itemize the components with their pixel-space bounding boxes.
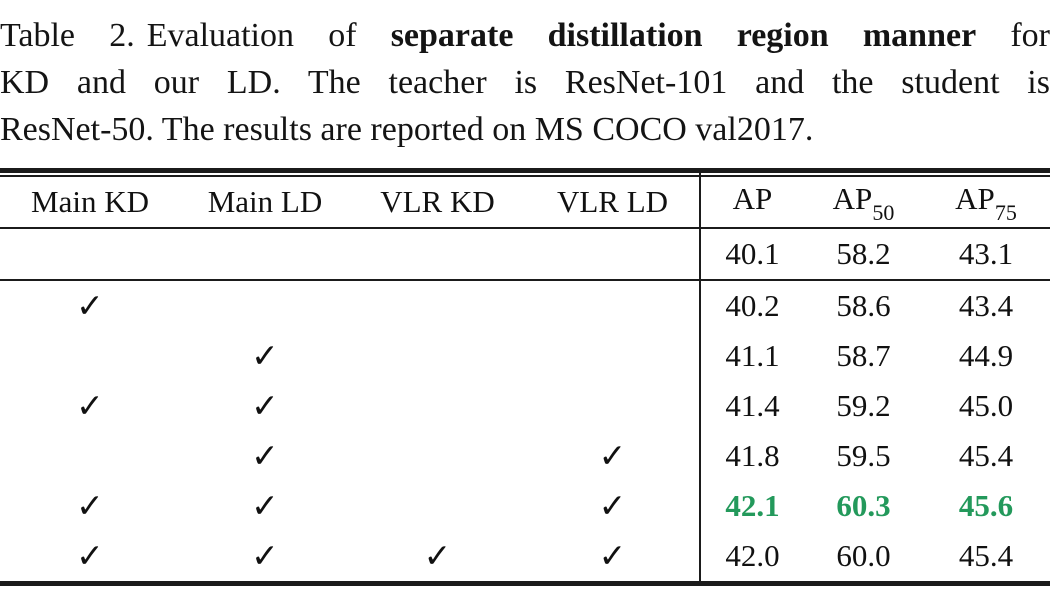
metric-value: 45.4 — [958, 438, 1014, 473]
top-rule-thin — [0, 175, 1050, 177]
caption-line-2: KD and our LD. The teacher is ResNet-101… — [0, 64, 1050, 101]
results-table: Main KD Main LD VLR KD VLR LD AP AP50 AP… — [0, 168, 1050, 586]
header-rule — [0, 227, 1050, 229]
metric-value: 45.0 — [958, 388, 1014, 423]
table-row: ✓ ✓ 41.4 59.2 45.0 — [0, 381, 1050, 431]
table-row: ✓ ✓ ✓ ✓ 42.0 60.0 45.4 — [0, 531, 1050, 581]
metric-value: 41.8 — [725, 438, 780, 473]
metric-value: 60.0 — [836, 538, 891, 573]
checkmark-icon: ✓ — [251, 539, 279, 575]
table-row: ✓ 41.1 58.7 44.9 — [0, 331, 1050, 381]
checkmark-icon: ✓ — [423, 539, 452, 575]
metric-value: 40.1 — [725, 236, 780, 271]
checkmark-icon: ✓ — [76, 489, 104, 525]
metric-value: 43.4 — [958, 288, 1014, 323]
checkmark-icon: ✓ — [76, 389, 104, 425]
checkmark-icon: ✓ — [76, 539, 104, 575]
table-row: ✓ 40.2 58.6 43.4 — [0, 281, 1050, 331]
col-header-vlr-ld: VLR LD — [556, 184, 669, 219]
caption-table-label: Table 2. — [0, 17, 135, 54]
metric-value: 42.0 — [725, 538, 780, 573]
metric-value: 41.1 — [725, 338, 780, 373]
checkmark-icon: ✓ — [251, 339, 279, 375]
metric-value: 59.5 — [836, 438, 891, 473]
caption-line-3: ResNet-50. The results are reported on M… — [0, 111, 814, 148]
table-row: ✓ ✓ 41.8 59.5 45.4 — [0, 431, 1050, 481]
baseline-rule — [0, 279, 1050, 281]
top-rule-thick — [0, 168, 1050, 173]
metric-value: 59.2 — [836, 388, 891, 423]
checkmark-icon: ✓ — [251, 489, 279, 525]
table-row: 40.1 58.2 43.1 — [0, 229, 1050, 279]
col-header-main-ld: Main LD — [207, 184, 323, 219]
checkmark-icon: ✓ — [598, 539, 627, 575]
table-caption: Table 2. Evaluation of separate distillat… — [0, 0, 1050, 153]
top-rule-gap — [0, 173, 1050, 175]
caption-text-pre: Evaluation of — [146, 17, 391, 54]
metric-value: 58.7 — [836, 338, 891, 373]
metric-value: 60.3 — [836, 488, 891, 523]
col-header-ap50: AP50 — [832, 181, 895, 225]
checkmark-icon: ✓ — [251, 439, 279, 475]
caption-bold-phrase: separate distillation region manner — [390, 17, 977, 54]
table-header-row: Main KD Main LD VLR KD VLR LD AP AP50 AP… — [0, 177, 1050, 227]
metric-value: 41.4 — [725, 388, 780, 423]
metric-value: 43.1 — [958, 236, 1014, 271]
metric-value: 45.6 — [958, 488, 1014, 523]
col-header-ap: AP — [732, 181, 773, 217]
table-row: ✓ ✓ ✓ 42.1 60.3 45.6 — [0, 481, 1050, 531]
checkmark-icon: ✓ — [598, 439, 627, 475]
caption-line-1: Table 2. Evaluation of separate distillat… — [0, 12, 1050, 59]
metric-value: 58.2 — [836, 236, 891, 271]
col-header-vlr-kd: VLR KD — [380, 184, 495, 219]
checkmark-icon: ✓ — [251, 389, 279, 425]
caption-text-post: for — [976, 17, 1050, 54]
metric-value: 40.2 — [725, 288, 780, 323]
checkmark-icon: ✓ — [76, 289, 104, 325]
metric-value: 44.9 — [958, 338, 1014, 373]
col-header-main-kd: Main KD — [31, 184, 149, 219]
metric-value: 58.6 — [836, 288, 891, 323]
metric-value: 42.1 — [725, 488, 780, 523]
table-body: 40.1 58.2 43.1 ✓ 40.2 58.6 43.4 ✓ 41.1 58.7 44.9 ✓ ✓… — [0, 229, 1050, 581]
checkmark-icon: ✓ — [598, 489, 627, 525]
metric-value: 45.4 — [958, 538, 1014, 573]
bottom-rule — [0, 581, 1050, 586]
vertical-divider — [699, 168, 701, 586]
col-header-ap75: AP75 — [955, 181, 1017, 225]
